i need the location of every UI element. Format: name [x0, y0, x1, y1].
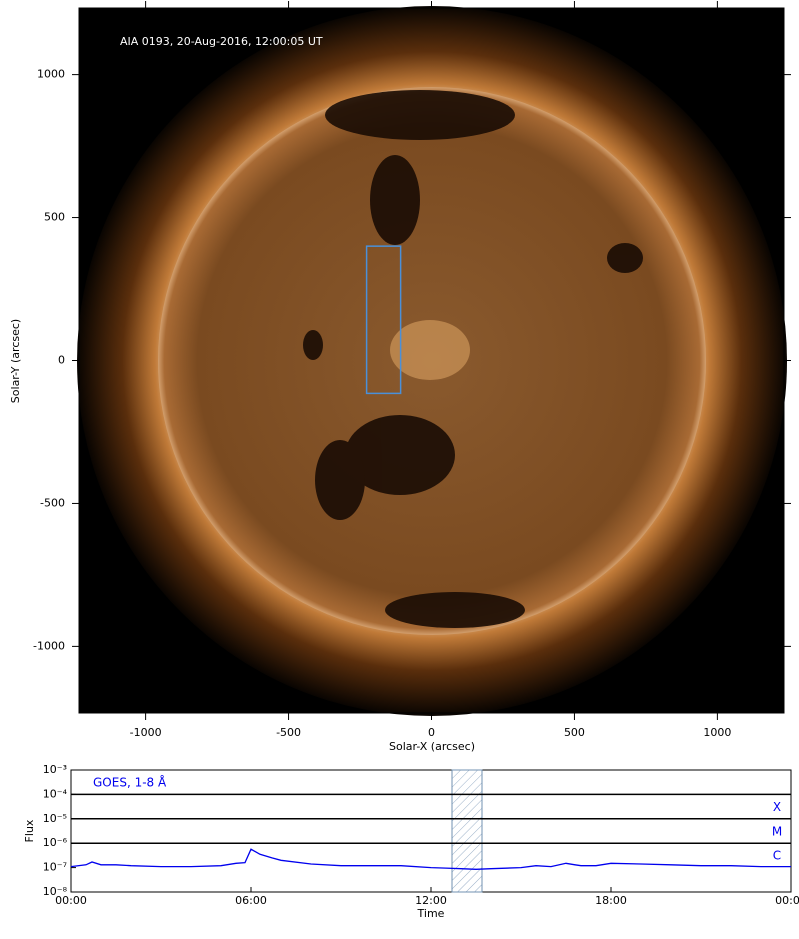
level-label: M	[772, 824, 782, 838]
annotation: AIA 0193, 20-Aug-2016, 12:00:05 UT	[120, 35, 323, 48]
level-label: X	[773, 800, 781, 814]
region-box	[365, 245, 402, 395]
x-tick-label: -1000	[130, 726, 162, 739]
y-tick-label: 0	[58, 354, 65, 367]
flux-line	[70, 848, 791, 870]
y-tick-label: 10⁻⁵	[43, 812, 67, 825]
x-tick-label: 1000	[703, 726, 731, 739]
y-tick-label: 1000	[37, 68, 65, 81]
solar-image: AIA 0193, 20-Aug-2016, 12:00:05 UT	[77, 6, 787, 716]
bottom-frame	[70, 769, 792, 893]
x-axis-label: Time	[417, 907, 445, 920]
y-tick-label: 10⁻⁶	[43, 836, 68, 849]
legend-label: GOES, 1-8 Å	[93, 775, 167, 790]
y-tick-label: 10⁻⁴	[43, 787, 68, 800]
x-axis-label: Solar-X (arcsec)	[389, 740, 475, 753]
y-tick-label: -1000	[33, 639, 65, 652]
x-tick-label: 00:00	[55, 894, 87, 907]
y-tick-label: 10⁻⁸	[43, 885, 68, 898]
x-tick-label: 0	[428, 726, 435, 739]
y-axis-label: Flux	[23, 819, 36, 842]
x-tick-label: 12:00	[415, 894, 447, 907]
y-tick-label: -500	[40, 496, 65, 509]
y-axis-label: Solar-Y (arcsec)	[9, 319, 22, 403]
y-tick-label: 500	[44, 211, 65, 224]
level-label: C	[773, 849, 781, 863]
x-tick-label: 18:00	[595, 894, 627, 907]
x-tick-label: 06:00	[235, 894, 267, 907]
coronal-holes	[303, 90, 643, 628]
highlight-band	[451, 769, 483, 893]
x-tick-label: -500	[276, 726, 301, 739]
x-tick-label: 00:00	[775, 894, 799, 907]
y-tick-label: 10⁻³	[43, 763, 67, 776]
x-tick-label: 500	[564, 726, 585, 739]
active-region	[390, 320, 470, 380]
y-tick-label: 10⁻⁷	[43, 861, 67, 874]
